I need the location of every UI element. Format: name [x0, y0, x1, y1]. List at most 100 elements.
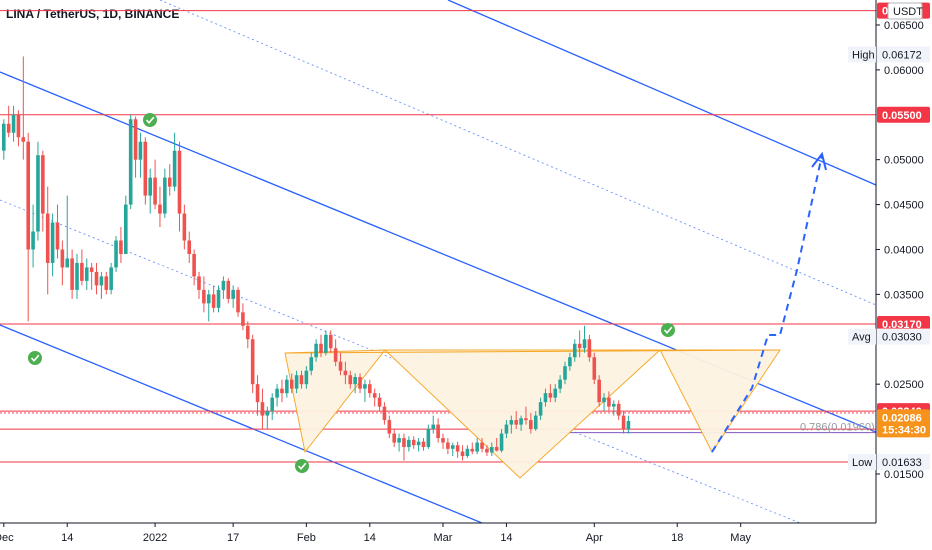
check-mark-icon — [661, 323, 675, 337]
candle — [21, 56, 26, 160]
candle — [324, 330, 328, 356]
candle — [114, 236, 118, 272]
candle — [192, 249, 196, 286]
candle-body — [55, 222, 60, 250]
channel-lower-line — [0, 324, 483, 524]
candle — [133, 116, 138, 178]
candle — [158, 186, 162, 228]
candle — [128, 114, 133, 210]
candle — [216, 285, 221, 313]
candle-body — [446, 442, 450, 449]
candle-body — [416, 441, 421, 446]
candle-body — [177, 150, 182, 214]
candle — [270, 393, 274, 421]
candle — [236, 287, 240, 317]
x-tick-label: Apr — [586, 532, 603, 544]
candle-body — [372, 393, 377, 398]
candle-body — [221, 280, 226, 290]
candle — [250, 334, 255, 394]
candle — [65, 195, 70, 268]
candle — [372, 388, 377, 407]
candle-body — [202, 289, 206, 304]
candle-body — [260, 402, 265, 416]
candle-body — [41, 155, 45, 214]
currency-chip: USDT — [887, 2, 923, 20]
check-mark-icon — [143, 113, 157, 127]
check-mark-circle — [661, 323, 675, 337]
candle-body — [172, 150, 177, 187]
candle — [616, 400, 621, 421]
low-value: 0.01633 — [882, 457, 922, 469]
x-tick-label: Mar — [434, 532, 453, 544]
candle-body — [563, 366, 567, 380]
low-label: Low — [852, 457, 872, 469]
candle — [450, 442, 455, 457]
currency-label: USDT — [893, 6, 923, 18]
candle — [411, 436, 416, 449]
channel-far-line — [447, 0, 877, 186]
candle — [319, 334, 323, 358]
y-tick-label: 0.02500 — [884, 379, 924, 391]
candle — [353, 373, 357, 394]
candle — [6, 105, 11, 138]
candle — [294, 370, 299, 394]
candle — [382, 402, 387, 425]
candle — [80, 249, 84, 286]
candle — [202, 276, 206, 313]
candle-body — [148, 177, 152, 196]
candle — [475, 438, 479, 455]
candle-body — [426, 429, 431, 448]
candle — [509, 415, 514, 434]
candle — [529, 412, 533, 434]
candle — [299, 370, 304, 389]
candle — [538, 397, 543, 421]
candle — [607, 391, 611, 412]
y-tick-label: 0.03500 — [884, 289, 924, 301]
candle — [55, 204, 60, 259]
candle — [260, 388, 265, 430]
candle-body — [592, 357, 597, 380]
candle-body — [124, 204, 128, 254]
candle — [153, 159, 157, 210]
candle — [597, 375, 601, 407]
candle — [255, 375, 260, 416]
candle-body — [597, 379, 601, 403]
candle — [490, 442, 494, 457]
candle-body — [504, 424, 509, 434]
candle — [41, 150, 45, 232]
low-value-bg — [877, 454, 930, 471]
candle — [407, 436, 411, 452]
candle — [246, 321, 250, 349]
candle — [553, 384, 558, 403]
candle-body — [519, 418, 523, 425]
candle — [143, 137, 148, 205]
candle-body — [621, 415, 626, 430]
candle-body — [402, 438, 406, 448]
candle — [70, 249, 74, 299]
candle-body — [26, 141, 30, 250]
candle-body — [343, 370, 348, 376]
candle-body — [470, 448, 475, 452]
candle — [177, 141, 182, 232]
candle-body — [450, 445, 455, 449]
candle — [182, 204, 187, 250]
candle-body — [309, 357, 314, 371]
y-tick-label: 0.06000 — [884, 65, 924, 77]
candle-body — [572, 343, 577, 358]
candle — [314, 339, 318, 362]
chart-title: LINA / TetherUS, 1D, BINANCE — [6, 7, 179, 21]
x-tick-label: 14 — [61, 532, 73, 544]
candle-body — [16, 114, 21, 138]
candle — [75, 253, 79, 299]
candle-body — [6, 123, 11, 133]
projection-arrow-head — [811, 151, 827, 171]
candle — [421, 438, 426, 451]
candle-body — [45, 213, 50, 263]
candle-body — [524, 418, 528, 421]
candle — [558, 375, 562, 394]
candle — [206, 289, 211, 322]
candle — [172, 132, 177, 192]
candle-body — [363, 384, 367, 389]
candle-body — [153, 177, 157, 205]
candle-body — [80, 262, 84, 281]
